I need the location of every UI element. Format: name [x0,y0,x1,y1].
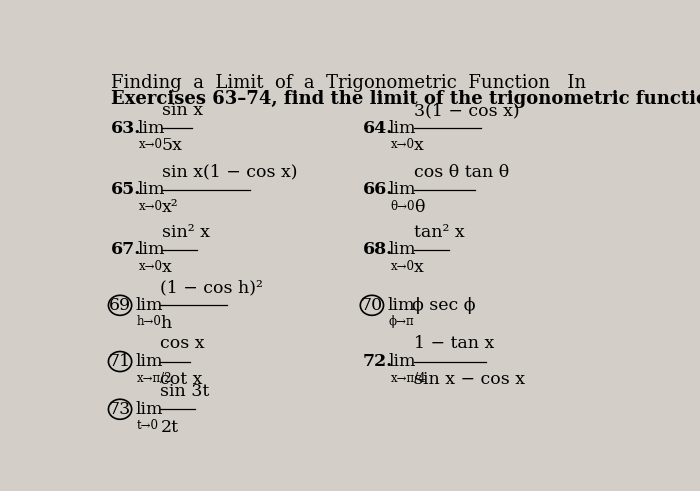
Text: x: x [414,259,424,276]
Text: x→π/2: x→π/2 [137,372,173,384]
Text: sin 3t: sin 3t [160,383,209,400]
Text: (1 − cos h)²: (1 − cos h)² [160,279,263,296]
Text: ϕ sec ϕ: ϕ sec ϕ [412,297,476,314]
Text: lim: lim [136,297,163,314]
Text: sin x − cos x: sin x − cos x [414,371,525,388]
Text: sin² x: sin² x [162,223,210,241]
Text: lim: lim [389,242,416,258]
Text: lim: lim [389,353,416,370]
Text: 2t: 2t [160,418,178,436]
Text: x: x [414,137,424,155]
Text: cos x: cos x [160,335,205,352]
Text: h: h [160,315,172,331]
Text: 71: 71 [109,353,131,370]
Text: 5x: 5x [162,137,183,155]
Text: 72.: 72. [363,353,393,370]
Text: 66.: 66. [363,181,393,198]
Text: θ: θ [414,199,424,216]
Text: 70: 70 [361,297,383,314]
Text: 67.: 67. [111,242,141,258]
Text: Exercises 63–74, find the limit of the trigonometric function.: Exercises 63–74, find the limit of the t… [111,90,700,108]
Text: x→0: x→0 [139,200,162,213]
Text: x→π/4: x→π/4 [391,372,426,384]
Text: x²: x² [162,199,178,216]
Text: cot x: cot x [160,371,203,388]
Text: sin x(1 − cos x): sin x(1 − cos x) [162,164,298,181]
Text: Finding  a  Limit  of  a  Trigonometric  Function   In: Finding a Limit of a Trigonometric Funct… [111,74,586,92]
Text: θ→0: θ→0 [391,200,415,213]
Text: 1 − tan x: 1 − tan x [414,335,494,352]
Text: 64.: 64. [363,120,393,136]
Text: ϕ→π: ϕ→π [389,315,414,328]
Text: 69: 69 [109,297,131,314]
Text: tan² x: tan² x [414,223,464,241]
Text: sin x: sin x [162,102,203,119]
Text: h→0: h→0 [137,315,162,328]
Text: lim: lim [389,181,416,198]
Text: lim: lim [389,120,416,136]
Text: x→0: x→0 [139,138,162,151]
Text: 68.: 68. [363,242,393,258]
Text: 65.: 65. [111,181,141,198]
Text: 73: 73 [109,401,131,418]
Text: cos θ tan θ: cos θ tan θ [414,164,509,181]
Text: x→0: x→0 [391,138,414,151]
Text: lim: lim [136,401,163,418]
Text: lim: lim [137,120,164,136]
Text: t→0: t→0 [137,419,159,432]
Text: x→0: x→0 [139,260,162,273]
Text: lim: lim [137,242,164,258]
Text: x→0: x→0 [391,260,414,273]
Text: lim: lim [137,181,164,198]
Text: x: x [162,259,172,276]
Text: 63.: 63. [111,120,141,136]
Text: lim: lim [136,353,163,370]
Text: lim: lim [387,297,415,314]
Text: 3(1 − cos x): 3(1 − cos x) [414,102,519,119]
